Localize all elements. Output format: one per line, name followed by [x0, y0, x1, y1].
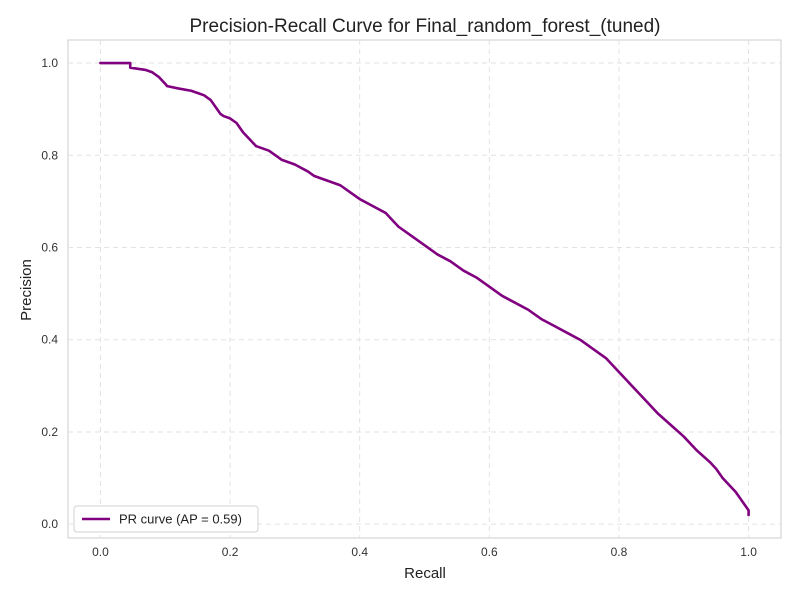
series-layer [99, 61, 750, 517]
x-tick-label: 0.6 [481, 545, 498, 559]
x-axis-label: Recall [404, 565, 446, 582]
tick-labels: 0.0 0.2 0.4 0.6 0.8 1.0 0.0 0.2 0.4 0.6 0.8 1.0 [41, 56, 757, 559]
y-axis-label: Precision [18, 259, 35, 321]
pr-curve-line [99, 61, 750, 517]
x-tick-label: 0.4 [351, 545, 368, 559]
chart-title: Precision-Recall Curve for Final_random_… [190, 16, 661, 37]
plot-frame [67, 39, 782, 539]
legend-box [73, 505, 259, 533]
y-tick-label: 0.0 [41, 517, 58, 531]
legend-label: PR curve (AP = 0.59) [119, 512, 242, 527]
x-tick-label: 1.0 [740, 545, 757, 559]
y-tick-label: 0.6 [41, 241, 58, 255]
y-tick-label: 0.4 [41, 333, 58, 347]
grid [68, 40, 781, 538]
y-tick-label: 0.2 [41, 425, 58, 439]
x-tick-label: 0.0 [92, 545, 109, 559]
legend: PR curve (AP = 0.59) [73, 505, 259, 533]
y-tick-label: 1.0 [41, 56, 58, 70]
x-tick-label: 0.8 [611, 545, 628, 559]
y-tick-label: 0.8 [41, 148, 58, 162]
x-tick-label: 0.2 [222, 545, 239, 559]
